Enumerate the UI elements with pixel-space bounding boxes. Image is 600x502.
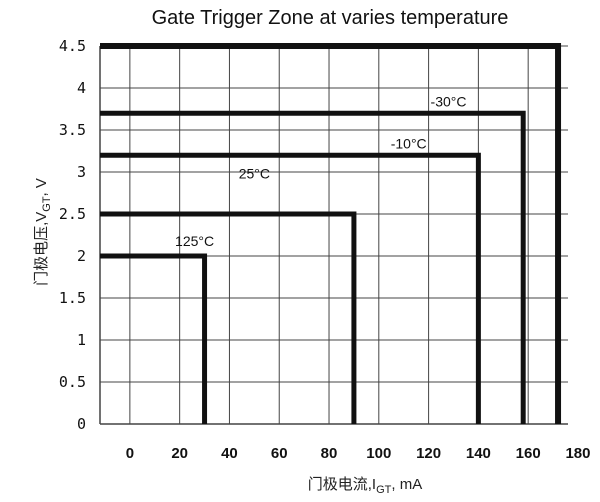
series-line bbox=[100, 152, 481, 424]
series-line bbox=[100, 211, 357, 424]
x-axis-label-unit: , mA bbox=[391, 476, 422, 493]
series-line bbox=[100, 110, 526, 424]
x-tick-label: 100 bbox=[366, 445, 391, 462]
y-axis-label: 门极电压,VGT, V bbox=[33, 178, 53, 286]
y-tick-label: 3.5 bbox=[59, 121, 86, 139]
x-tick-label: 180 bbox=[565, 445, 590, 462]
y-tick-label: 2.5 bbox=[59, 205, 86, 223]
x-tick-label: 60 bbox=[271, 445, 288, 462]
series-label: 125°C bbox=[175, 233, 214, 249]
y-axis-ticks: 0 0.5 1 1.5 2 2.5 3 3.5 4 4.5 bbox=[59, 37, 86, 433]
y-axis-label-main: 门极电压,V bbox=[33, 212, 50, 286]
curve-labels: -30°C -10°C 25°C 125°C bbox=[175, 93, 466, 248]
series-label: 25°C bbox=[239, 166, 270, 182]
y-tick-label: 0.5 bbox=[59, 373, 86, 391]
x-axis-label-subscript: GT bbox=[376, 484, 392, 496]
y-tick-label: 1.5 bbox=[59, 289, 86, 307]
y-axis-label-unit: , V bbox=[33, 178, 50, 196]
x-tick-label: 40 bbox=[221, 445, 238, 462]
y-tick-label: 0 bbox=[77, 415, 86, 433]
x-tick-label: 140 bbox=[466, 445, 491, 462]
y-tick-label: 4 bbox=[77, 79, 86, 97]
x-tick-label: 80 bbox=[321, 445, 338, 462]
x-tick-label: 20 bbox=[171, 445, 188, 462]
x-axis-label-main: 门极电流,I bbox=[308, 476, 376, 493]
series-label: -30°C bbox=[431, 93, 467, 109]
x-axis-ticks: 0 20 40 60 80 100 120 140 160 180 bbox=[126, 445, 591, 462]
x-axis-label: 门极电流,IGT, mA bbox=[308, 476, 422, 496]
y-axis-label-subscript: GT bbox=[41, 196, 53, 212]
y-tick-label: 1 bbox=[77, 331, 86, 349]
y-tick-label: 4.5 bbox=[59, 37, 86, 55]
x-tick-label: 120 bbox=[416, 445, 441, 462]
chart-title: Gate Trigger Zone at varies temperature bbox=[152, 7, 509, 29]
x-tick-label: 0 bbox=[126, 445, 134, 462]
y-tick-label: 2 bbox=[77, 247, 86, 265]
x-tick-label: 160 bbox=[516, 445, 541, 462]
grid bbox=[99, 45, 568, 425]
outer-boundary-line bbox=[100, 43, 562, 424]
trigger-curves bbox=[100, 43, 562, 424]
series-line bbox=[100, 253, 208, 424]
y-tick-label: 3 bbox=[77, 163, 86, 181]
series-label: -10°C bbox=[391, 135, 427, 151]
